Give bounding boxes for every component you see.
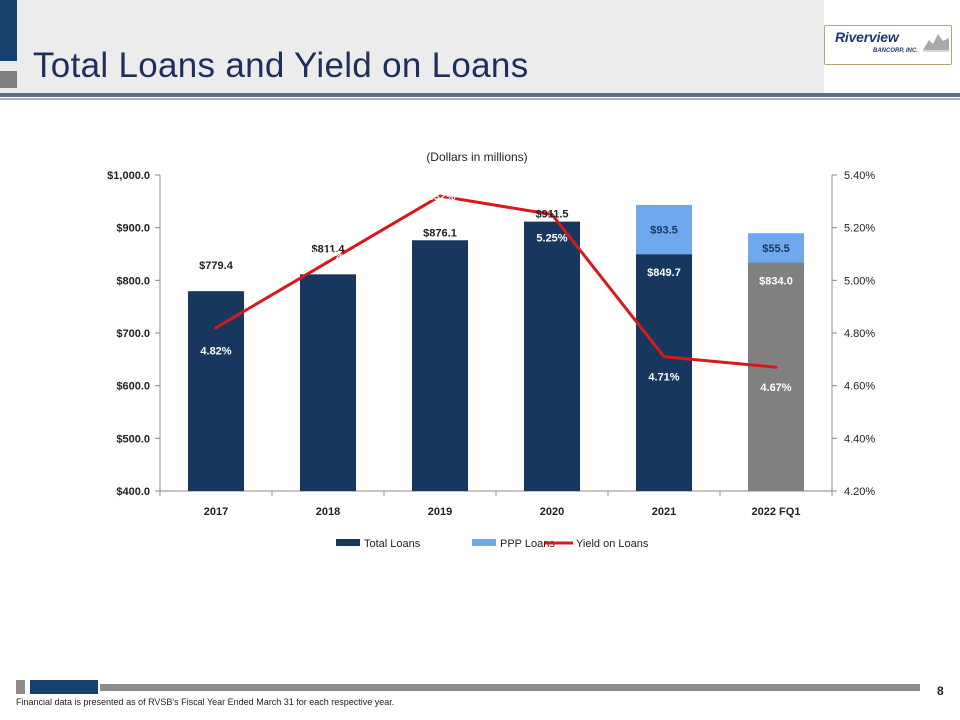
legend-swatch-total-loans xyxy=(336,539,360,546)
title-rule xyxy=(0,93,960,97)
total-loans-bar xyxy=(748,262,804,491)
x-tick-label: 2021 xyxy=(652,506,676,518)
left-tick-label: $1,000.0 xyxy=(107,170,150,182)
ppp-loans-label: $93.5 xyxy=(650,225,678,237)
right-tick-label: 4.20% xyxy=(844,486,875,498)
legend-swatch-ppp-loans xyxy=(472,539,496,546)
x-tick-label: 2017 xyxy=(204,506,228,518)
total-loans-bar xyxy=(412,240,468,491)
total-loans-label: $811.4 xyxy=(311,243,345,255)
total-loans-bar xyxy=(188,291,244,491)
footer-accent-bar xyxy=(30,680,98,694)
right-tick-label: 5.40% xyxy=(844,170,875,182)
x-tick-label: 2020 xyxy=(540,506,564,518)
right-tick-label: 4.60% xyxy=(844,381,875,393)
total-loans-bar xyxy=(636,254,692,491)
left-tick-label: $700.0 xyxy=(116,328,150,340)
total-loans-label: $779.4 xyxy=(199,260,234,272)
left-tick-label: $800.0 xyxy=(116,275,150,287)
yield-point xyxy=(438,194,442,198)
ppp-loans-bar xyxy=(748,233,804,263)
legend-label-ppp-loans: PPP Loans xyxy=(500,538,555,550)
yield-point xyxy=(326,260,330,264)
total-loans-label: $849.7 xyxy=(647,267,681,279)
ppp-loans-label: $55.5 xyxy=(762,243,790,255)
yield-line xyxy=(215,194,777,369)
logo-subtitle: BANCORP, INC. xyxy=(873,48,918,54)
yield-point xyxy=(214,326,218,330)
company-logo: Riverview BANCORP, INC. xyxy=(824,25,952,65)
left-tick-label: $600.0 xyxy=(116,381,150,393)
footer-rule xyxy=(100,684,920,691)
footer-accent-square xyxy=(16,680,25,694)
title-rule-thin xyxy=(0,98,960,100)
yield-label: 5.25% xyxy=(536,233,567,245)
total-loans-bar xyxy=(524,221,580,492)
logo-wordmark: Riverview xyxy=(835,29,899,45)
mountain-icon xyxy=(923,34,949,52)
yield-point xyxy=(550,213,554,216)
legend-label-yield: Yield on Loans xyxy=(576,538,649,550)
right-tick-label: 4.80% xyxy=(844,328,875,340)
yield-label: 4.82% xyxy=(200,346,231,358)
total-loans-label: $834.0 xyxy=(759,275,793,287)
yield-label: 4.67% xyxy=(760,382,791,394)
title-band xyxy=(0,0,824,93)
yield-label: 5.32% xyxy=(424,191,455,203)
total-loans-label: $876.1 xyxy=(423,227,457,239)
yield-point xyxy=(774,365,778,369)
chart-subtitle: (Dollars in millions) xyxy=(426,150,527,164)
loans-yield-chart: (Dollars in millions) $400.0 $500.0 $600.0… xyxy=(107,150,875,550)
x-tick-label: 2022 FQ1 xyxy=(752,506,801,518)
left-tick-label: $400.0 xyxy=(116,486,150,498)
title-accent-square xyxy=(0,71,17,88)
slide-title: Total Loans and Yield on Loans xyxy=(33,46,529,85)
right-tick-label: 5.20% xyxy=(844,223,875,235)
x-tick-label: 2019 xyxy=(428,506,452,518)
left-tick-label: $900.0 xyxy=(116,223,150,235)
legend-label-total-loans: Total Loans xyxy=(364,538,421,550)
total-loans-label: $911.5 xyxy=(535,209,568,221)
total-loans-bar xyxy=(300,274,356,491)
title-accent-bar xyxy=(0,0,17,61)
right-tick-label: 4.40% xyxy=(844,433,875,445)
yield-label: 4.71% xyxy=(648,372,679,384)
ppp-loans-bar xyxy=(636,204,692,255)
right-tick-label: 5.00% xyxy=(844,275,875,287)
yield-point xyxy=(662,355,666,359)
footnote: Financial data is presented as of RVSB's… xyxy=(16,697,395,707)
yield-label: 5.07% xyxy=(312,250,343,262)
left-tick-label: $500.0 xyxy=(116,433,150,445)
x-tick-label: 2018 xyxy=(316,506,340,518)
page-number: 8 xyxy=(937,684,944,698)
